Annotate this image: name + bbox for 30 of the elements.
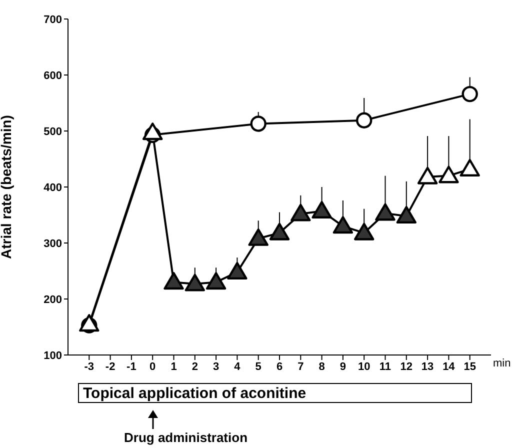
x-tick-label: 14 (442, 360, 456, 373)
text-box: Topical application of aconitine (78, 383, 472, 403)
x-tick-label: 0 (150, 360, 156, 373)
x-tick-label: 13 (421, 360, 434, 373)
x-tick-label: 7 (298, 360, 304, 373)
x-tick-label: 10 (358, 360, 370, 373)
x-tick-label: -1 (126, 360, 136, 373)
y-tick-label: 400 (44, 182, 62, 194)
x-tick-label: -2 (105, 360, 116, 373)
y-tick-label: 300 (44, 238, 62, 250)
x-tick-label: 5 (255, 360, 262, 373)
y-tick-label: 500 (44, 126, 62, 138)
x-tick-label: 12 (400, 360, 413, 373)
y-tick-label: 100 (44, 350, 62, 362)
x-tick-label: 4 (234, 360, 242, 373)
x-tick-label: 1 (170, 360, 177, 373)
x-tick-label: 15 (464, 360, 476, 373)
x-tick-label: 8 (318, 360, 325, 373)
x-tick-label: -3 (84, 360, 94, 373)
y-tick-label: 700 (44, 14, 62, 26)
y-axis-title: Atrial rate (beats/min) (0, 115, 14, 259)
x-tick-label: 9 (340, 360, 346, 373)
y-tick-label: 600 (44, 70, 62, 82)
y-tick-label: 200 (44, 294, 62, 306)
x-axis-title: min (493, 357, 511, 370)
x-tick-label: 3 (212, 360, 220, 373)
x-tick-label: 6 (276, 360, 283, 373)
x-tick-label: 11 (379, 360, 392, 373)
x-tick-label: 2 (192, 360, 198, 373)
text: Drug administration (124, 430, 248, 445)
